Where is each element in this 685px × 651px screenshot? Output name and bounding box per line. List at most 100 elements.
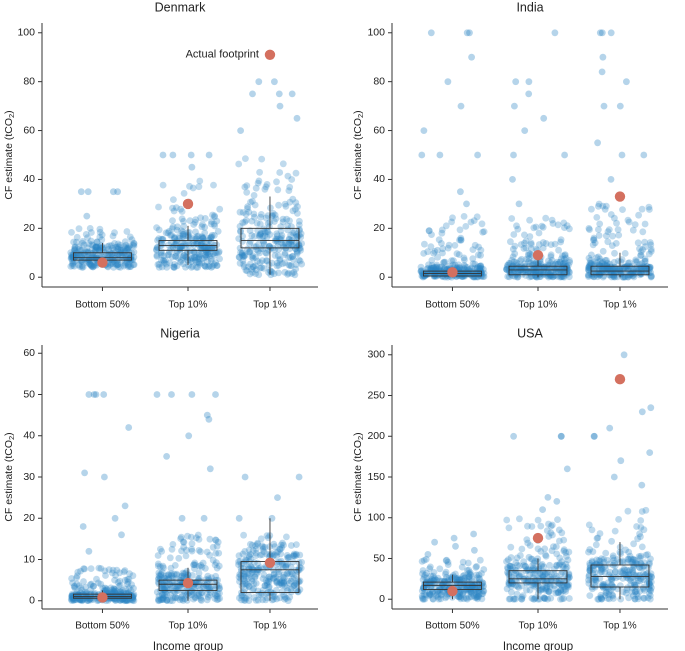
data-point (611, 268, 619, 276)
data-point (182, 552, 190, 560)
data-point (246, 237, 254, 245)
data-point (273, 262, 281, 270)
data-point (292, 233, 300, 240)
data-point (609, 265, 617, 272)
data-point (173, 247, 181, 255)
data-point (195, 259, 203, 266)
data-point (458, 273, 465, 280)
data-point (91, 589, 98, 597)
y-tick-label: 0 (29, 595, 35, 607)
data-point (130, 584, 137, 592)
data-point (81, 565, 88, 573)
data-point (196, 260, 204, 268)
data-point (82, 583, 90, 591)
data-point (90, 253, 97, 260)
data-point (565, 273, 573, 281)
data-point (124, 251, 132, 259)
data-point (79, 239, 86, 247)
data-point (113, 257, 121, 265)
data-point (261, 241, 268, 249)
data-point (157, 251, 165, 259)
data-point (130, 261, 138, 269)
data-point (239, 252, 247, 260)
data-point (213, 262, 221, 269)
data-point (298, 240, 305, 247)
data-point (427, 266, 435, 274)
data-point (179, 597, 187, 604)
data-point (87, 586, 94, 594)
data-point (157, 249, 165, 257)
data-point (209, 211, 216, 219)
data-point (599, 267, 607, 274)
data-point (201, 262, 209, 270)
data-point (647, 273, 655, 281)
data-point (566, 259, 574, 266)
data-point (122, 241, 130, 249)
data-point (241, 597, 249, 604)
data-point (191, 249, 198, 256)
data-point (627, 270, 635, 278)
data-point (129, 256, 137, 264)
data-point (621, 263, 628, 271)
data-point (170, 264, 178, 271)
data-point (205, 584, 213, 592)
data-point (208, 231, 216, 239)
data-point (155, 226, 163, 234)
data-point (85, 240, 93, 248)
x-tick-label: Bottom 50% (75, 300, 130, 311)
data-point (295, 256, 303, 264)
data-point (180, 231, 188, 238)
data-point (164, 571, 172, 579)
data-point (215, 248, 223, 256)
data-point (433, 261, 441, 269)
data-point (83, 244, 91, 252)
data-point (73, 574, 80, 582)
data-point (214, 590, 221, 598)
data-point (239, 249, 246, 257)
data-point (556, 273, 564, 281)
data-point (111, 240, 118, 247)
data-point (449, 261, 457, 269)
data-point (169, 204, 176, 212)
data-point (611, 214, 618, 222)
data-point (193, 233, 201, 240)
data-point (159, 241, 167, 248)
data-point (101, 473, 108, 481)
data-point (205, 151, 213, 159)
data-point (557, 270, 565, 278)
data-point (188, 234, 196, 242)
data-point (419, 272, 427, 280)
data-point (641, 264, 649, 271)
data-point (590, 236, 598, 244)
data-point (209, 262, 217, 270)
data-point (286, 236, 293, 243)
data-point (448, 257, 455, 264)
data-point (245, 552, 253, 559)
data-point (604, 228, 612, 236)
y-tick-label: 80 (23, 75, 35, 87)
data-point (624, 259, 632, 267)
data-point (273, 232, 281, 240)
data-point (603, 265, 611, 273)
data-point (184, 256, 191, 264)
data-point (239, 219, 247, 227)
data-point (474, 264, 481, 272)
data-point (435, 271, 443, 279)
data-point (418, 151, 426, 159)
data-point (93, 244, 101, 252)
data-point (153, 224, 161, 232)
data-point (202, 576, 210, 583)
data-point (279, 260, 286, 268)
data-point (188, 540, 196, 547)
data-point (237, 249, 244, 256)
data-point (281, 249, 289, 257)
data-point (119, 596, 127, 603)
data-point (532, 272, 539, 279)
data-point (461, 256, 468, 264)
data-point (457, 188, 464, 196)
data-point (168, 391, 175, 398)
data-point (587, 259, 595, 267)
data-point (637, 270, 645, 278)
data-point (130, 253, 138, 261)
box-plot (590, 252, 650, 278)
